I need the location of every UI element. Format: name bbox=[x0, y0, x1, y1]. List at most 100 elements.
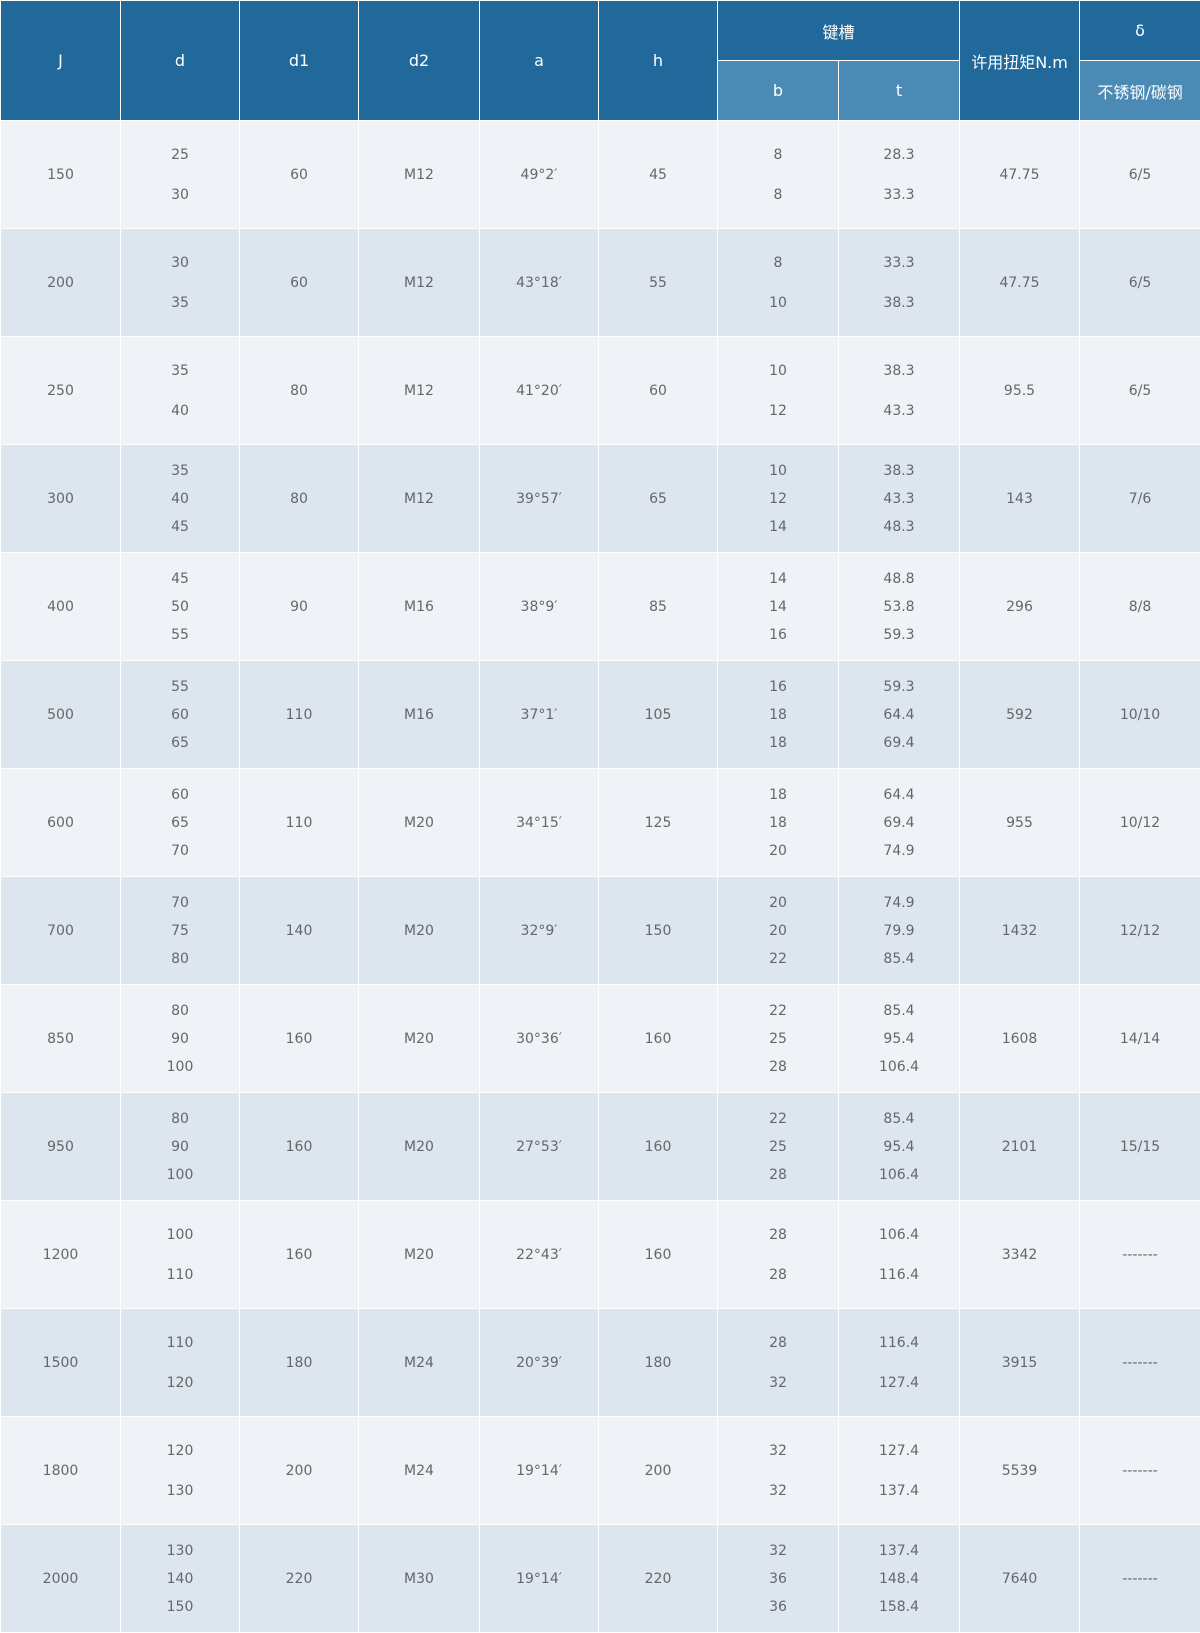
cell-delta: 15/15 bbox=[1080, 1093, 1200, 1201]
header-delta-sub: 不锈钢/碳钢 bbox=[1080, 61, 1200, 121]
cell-value: 127.4 bbox=[839, 1363, 959, 1403]
cell-value: 80 bbox=[121, 997, 239, 1025]
cell-value: 74.9 bbox=[839, 889, 959, 917]
cell-value: 18 bbox=[718, 781, 838, 809]
cell-a: 43°18′ bbox=[480, 229, 599, 337]
cell-h: 60 bbox=[599, 337, 718, 445]
cell-value: 20 bbox=[718, 917, 838, 945]
cell-value: 8 bbox=[718, 175, 838, 215]
cell-value: 14 bbox=[718, 593, 838, 621]
cell-delta: 10/12 bbox=[1080, 769, 1200, 877]
cell-d2: M12 bbox=[359, 229, 480, 337]
cell-d1: 160 bbox=[240, 1201, 359, 1309]
cell-value: 55 bbox=[121, 621, 239, 649]
cell-value: 90 bbox=[121, 1025, 239, 1053]
cell-value: 40 bbox=[121, 391, 239, 431]
cell-value: 85.4 bbox=[839, 997, 959, 1025]
cell-delta: 6/5 bbox=[1080, 229, 1200, 337]
cell-value: 64.4 bbox=[839, 781, 959, 809]
cell-d2: M12 bbox=[359, 445, 480, 553]
cell-value: 59.3 bbox=[839, 673, 959, 701]
cell-value: 95.4 bbox=[839, 1025, 959, 1053]
cell-J: 1200 bbox=[1, 1201, 121, 1309]
cell-value: 40 bbox=[121, 485, 239, 513]
cell-a: 49°2′ bbox=[480, 121, 599, 229]
cell-delta: ------- bbox=[1080, 1309, 1200, 1417]
cell-d2: M16 bbox=[359, 553, 480, 661]
cell-value: 36 bbox=[718, 1565, 838, 1593]
cell-J: 500 bbox=[1, 661, 121, 769]
cell-J: 700 bbox=[1, 877, 121, 985]
cell-h: 180 bbox=[599, 1309, 718, 1417]
cell-h: 65 bbox=[599, 445, 718, 553]
cell-value: 14 bbox=[718, 565, 838, 593]
cell-value: 32 bbox=[718, 1471, 838, 1511]
cell-delta: 10/10 bbox=[1080, 661, 1200, 769]
cell-d2: M24 bbox=[359, 1417, 480, 1525]
cell-value: 69.4 bbox=[839, 729, 959, 757]
cell-value: 45 bbox=[121, 513, 239, 541]
cell-d1: 200 bbox=[240, 1417, 359, 1525]
cell-value: 12 bbox=[718, 391, 838, 431]
cell-delta: 6/5 bbox=[1080, 337, 1200, 445]
cell-value: 38.3 bbox=[839, 457, 959, 485]
cell-value: 60 bbox=[121, 701, 239, 729]
header-keyway: 键槽 bbox=[718, 1, 960, 61]
header-t: t bbox=[839, 61, 960, 121]
cell-d2: M20 bbox=[359, 985, 480, 1093]
cell-d1: 160 bbox=[240, 985, 359, 1093]
cell-value: 33.3 bbox=[839, 243, 959, 283]
cell-value: 148.4 bbox=[839, 1565, 959, 1593]
cell-value: 120 bbox=[121, 1431, 239, 1471]
cell-a: 19°14′ bbox=[480, 1417, 599, 1525]
cell-value: 28.3 bbox=[839, 135, 959, 175]
cell-value: 38.3 bbox=[839, 283, 959, 323]
cell-h: 160 bbox=[599, 985, 718, 1093]
header-torque: 许用扭矩N.m bbox=[960, 1, 1080, 121]
cell-value: 130 bbox=[121, 1471, 239, 1511]
cell-a: 39°57′ bbox=[480, 445, 599, 553]
cell-value: 70 bbox=[121, 889, 239, 917]
cell-value: 10 bbox=[718, 351, 838, 391]
cell-h: 220 bbox=[599, 1525, 718, 1633]
cell-value: 85.4 bbox=[839, 1105, 959, 1133]
cell-J: 850 bbox=[1, 985, 121, 1093]
cell-h: 125 bbox=[599, 769, 718, 877]
cell-J: 200 bbox=[1, 229, 121, 337]
cell-d1: 60 bbox=[240, 121, 359, 229]
cell-J: 150 bbox=[1, 121, 121, 229]
cell-h: 105 bbox=[599, 661, 718, 769]
cell-d2: M30 bbox=[359, 1525, 480, 1633]
cell-value: 110 bbox=[121, 1255, 239, 1295]
cell-h: 160 bbox=[599, 1201, 718, 1309]
cell-value: 14 bbox=[718, 513, 838, 541]
cell-value: 140 bbox=[121, 1565, 239, 1593]
cell-value: 8 bbox=[718, 135, 838, 175]
cell-value: 69.4 bbox=[839, 809, 959, 837]
cell-d1: 80 bbox=[240, 445, 359, 553]
